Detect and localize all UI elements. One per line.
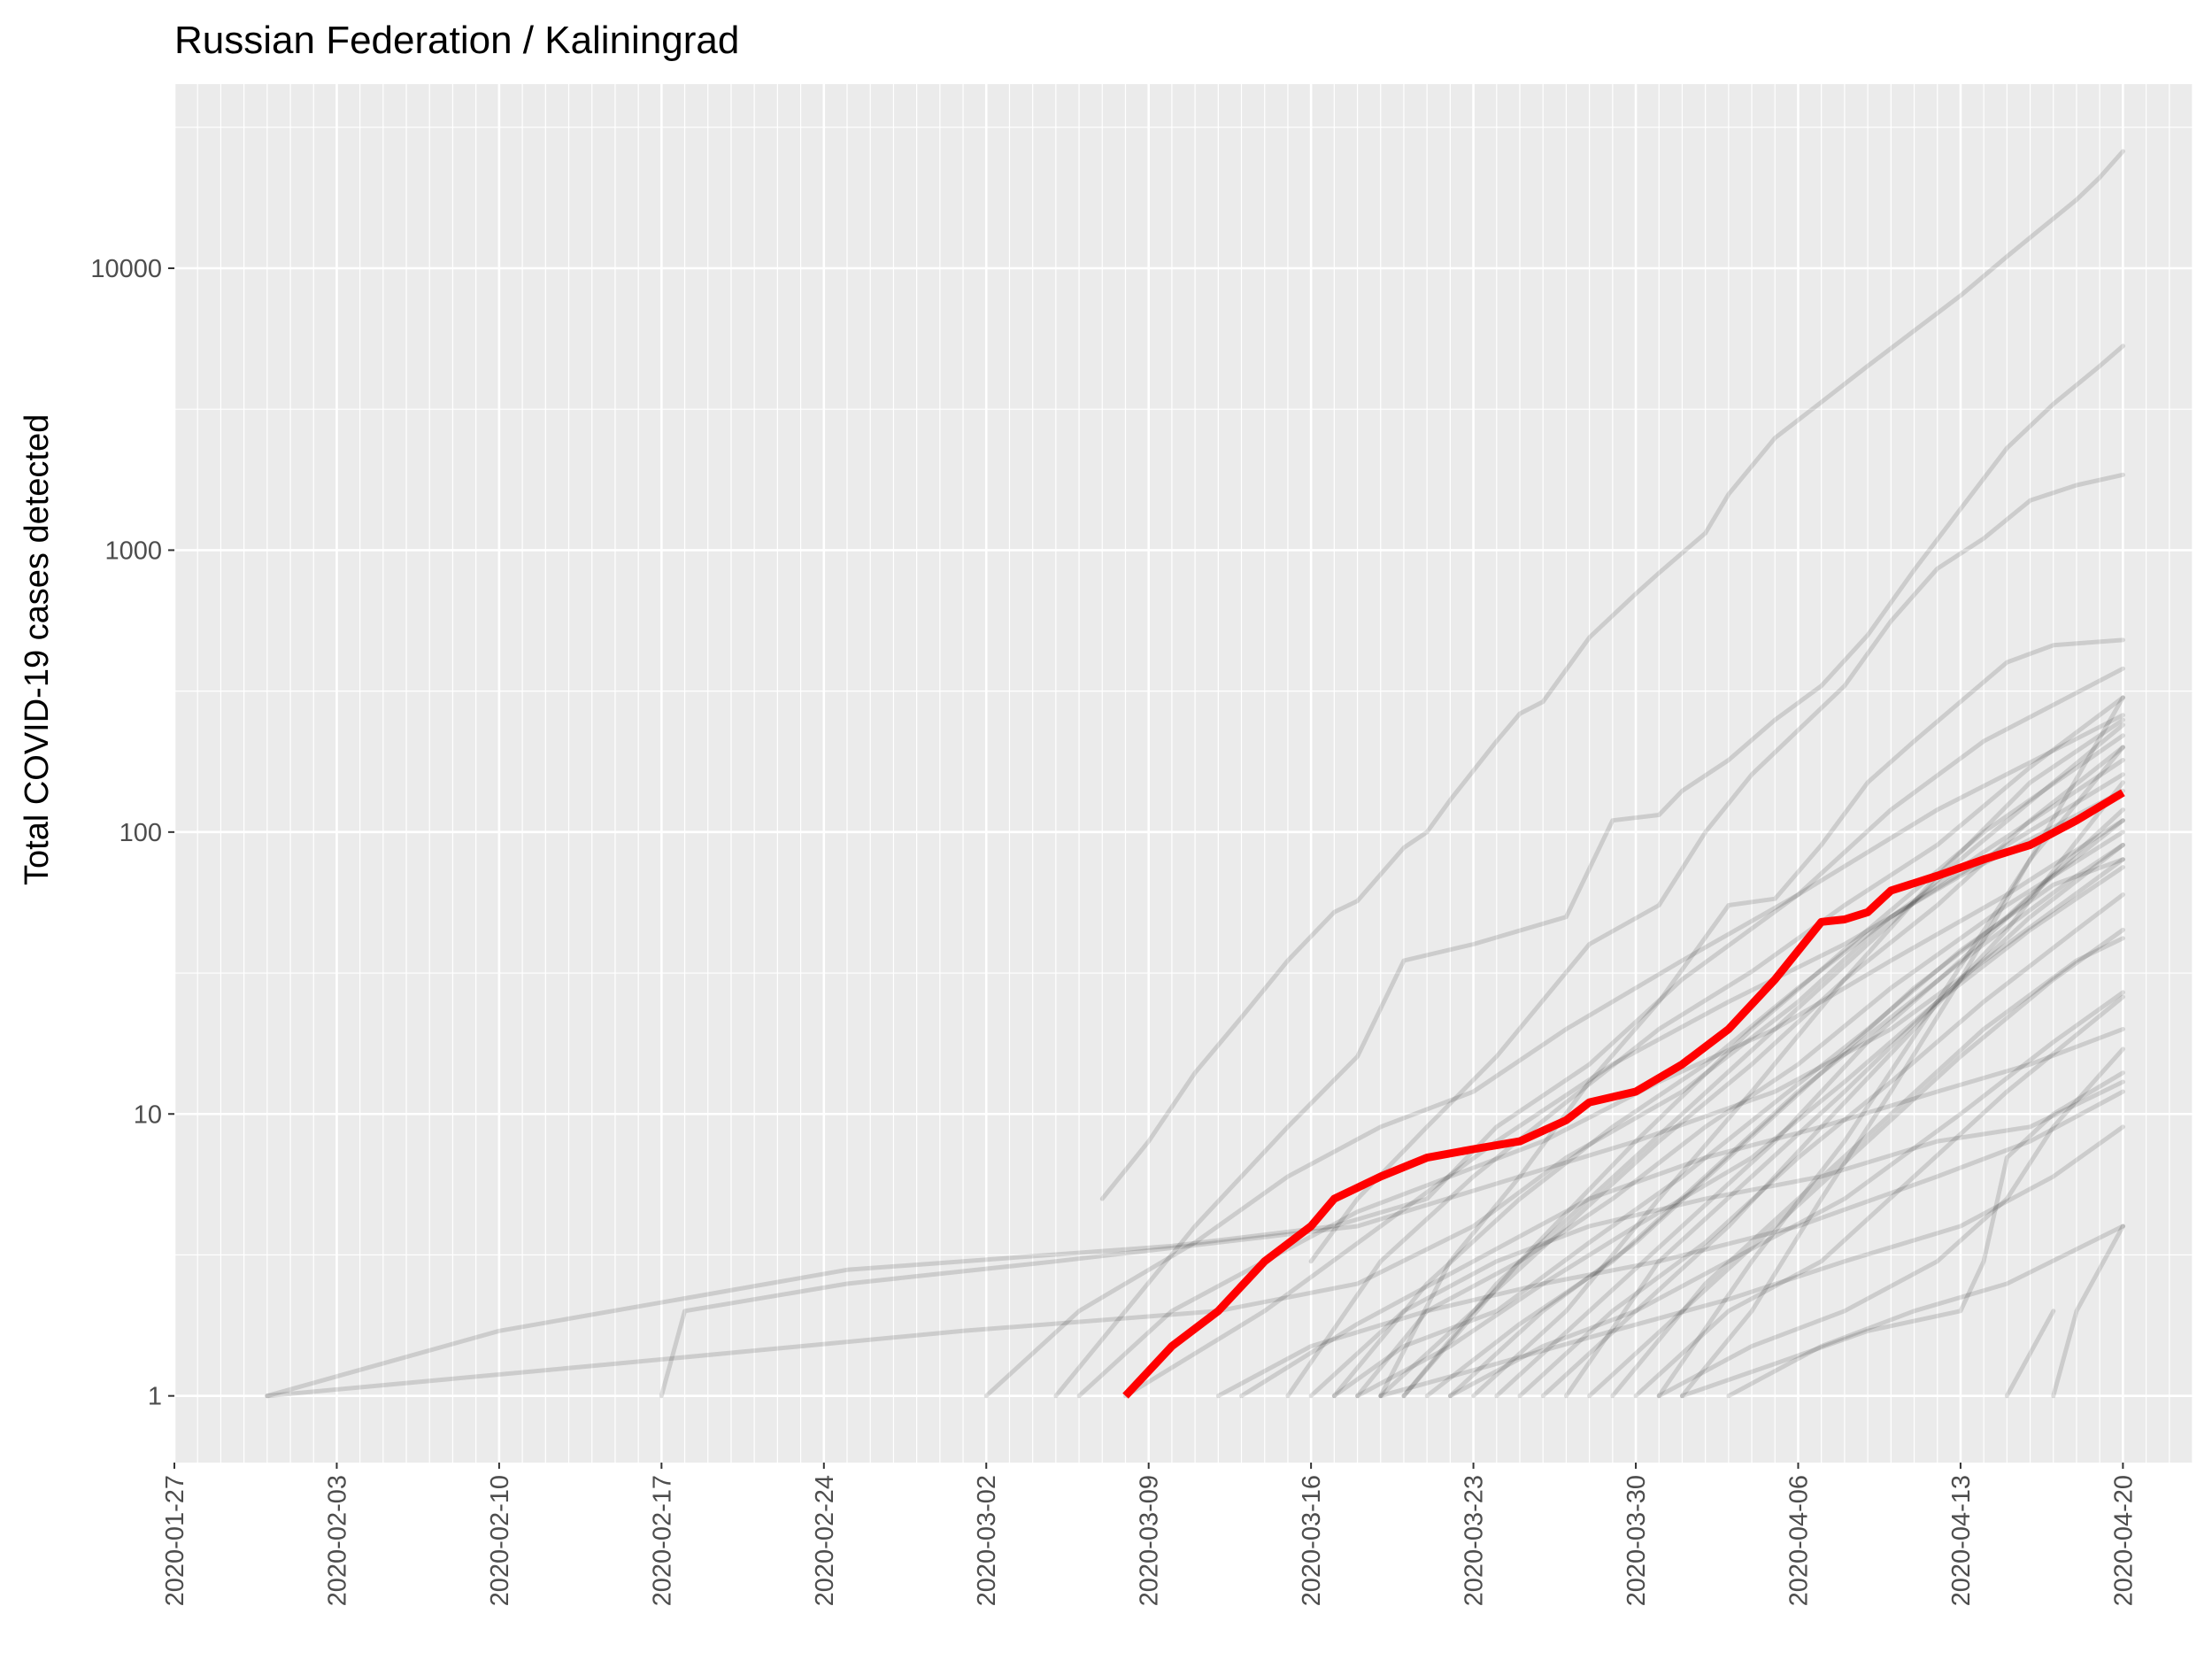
plot-panel (174, 84, 2193, 1463)
y-tick-label: 100 (119, 819, 162, 847)
x-tick-label: 2020-02-03 (323, 1475, 351, 1606)
minor-gridlines (173, 84, 2193, 1463)
background-series-line (265, 772, 2125, 1399)
x-axis: 2020-01-27 2020-02-03 2020-02-10 2020-02-17… (161, 1463, 2138, 1606)
background-series-line (1401, 733, 2125, 1399)
background-series-line (1239, 1026, 2125, 1399)
x-tick-label: 2020-02-17 (648, 1475, 676, 1606)
background-series-line (1285, 695, 2125, 1399)
background-series-line (1099, 149, 2125, 1201)
background-series-line (1215, 1089, 2125, 1399)
background-series-line (1447, 807, 2125, 1399)
major-gridlines (173, 84, 2193, 1463)
chart-title: Russian Federation / Kaliningrad (174, 19, 739, 62)
x-tick-label: 2020-03-09 (1136, 1475, 1164, 1606)
background-series-line (1355, 865, 2125, 1399)
background-series-line (983, 713, 2125, 1399)
background-series-line (265, 666, 2125, 1399)
y-tick-label: 1000 (104, 537, 162, 565)
background-series-line (1331, 758, 2125, 1399)
y-tick-label: 10000 (90, 255, 162, 283)
background-series-line (1494, 818, 2125, 1399)
y-tick-label: 10 (134, 1100, 162, 1129)
y-tick-label: 1 (148, 1383, 162, 1411)
background-series-line (2051, 1224, 2125, 1399)
background-series-line (1679, 695, 2125, 1399)
background-series-line (1123, 788, 2125, 1399)
background-series-line (1726, 1224, 2125, 1399)
background-series-line (1331, 857, 2125, 1399)
background-series-line (1563, 842, 2125, 1399)
background-series-line (1053, 344, 2125, 1399)
highlight-series (1122, 789, 2125, 1399)
highlight-series-line (1122, 789, 2125, 1399)
background-series-line (1540, 780, 2125, 1399)
x-tick-label: 2020-03-30 (1622, 1475, 1651, 1606)
background-series-line (1355, 830, 2125, 1399)
background-series-line (1308, 1079, 2125, 1399)
y-axis-label: Total COVID-19 cases detected (19, 414, 56, 885)
x-tick-label: 2020-04-13 (1947, 1475, 1976, 1606)
y-axis: 1 10 100 1000 10000 (90, 255, 174, 1411)
background-series-line (1308, 472, 2125, 1264)
background-series-line (1378, 1124, 2125, 1399)
background-series-line (1656, 1046, 2125, 1399)
x-tick-label: 2020-01-27 (161, 1475, 189, 1606)
background-series-line (1378, 637, 2125, 1399)
x-tick-label: 2020-04-06 (1784, 1475, 1813, 1606)
x-tick-label: 2020-03-02 (973, 1475, 1001, 1606)
background-series-line (1378, 745, 2125, 1399)
background-series-line (1471, 717, 2125, 1399)
background-series-line (1610, 936, 2125, 1399)
x-tick-label: 2020-03-23 (1461, 1475, 1489, 1606)
background-series-line (1517, 892, 2125, 1399)
x-tick-label: 2020-03-16 (1298, 1475, 1326, 1606)
x-tick-label: 2020-02-24 (811, 1475, 839, 1606)
background-series-line (1401, 722, 2125, 1399)
background-series-line (1633, 994, 2125, 1399)
background-series-line (659, 857, 2125, 1399)
background-series-line (1424, 842, 2125, 1399)
x-tick-label: 2020-04-20 (2109, 1475, 2138, 1606)
background-series-line (1447, 990, 2125, 1399)
background-series-line (1587, 927, 2125, 1399)
background-series-line (1679, 1070, 2125, 1399)
background-series (265, 149, 2125, 1399)
x-tick-label: 2020-02-10 (486, 1475, 514, 1606)
background-series-line (1076, 818, 2125, 1399)
background-series-line (2004, 1309, 2056, 1399)
